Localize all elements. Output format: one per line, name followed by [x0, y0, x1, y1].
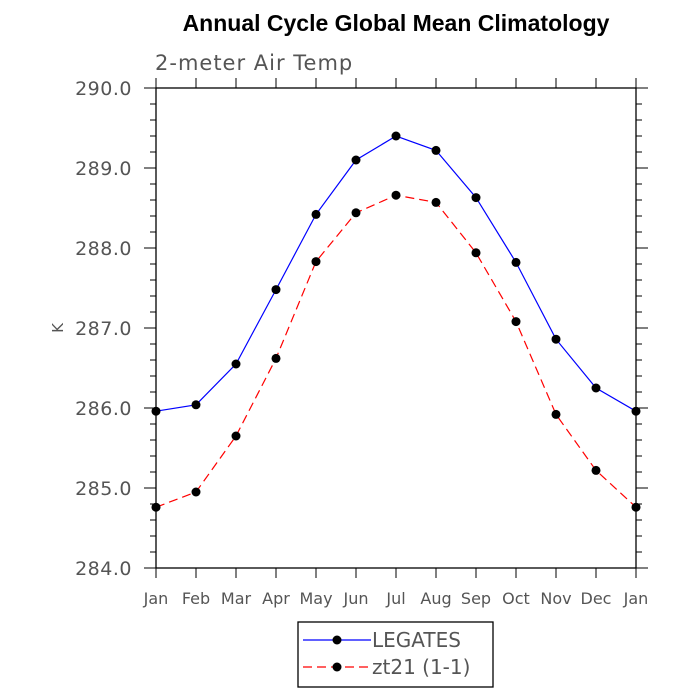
- legend-box: [297, 621, 494, 688]
- data-point: [591, 383, 601, 393]
- series-1: [151, 131, 641, 416]
- y-tick-label: 287.0: [75, 318, 132, 340]
- data-point: [271, 285, 281, 295]
- data-point: [511, 257, 521, 267]
- data-point: [191, 400, 201, 410]
- series-line: [155, 135, 637, 412]
- data-point: [471, 248, 481, 258]
- series-layer: [151, 131, 641, 512]
- y-tick-label: 288.0: [75, 238, 132, 260]
- data-point: [231, 359, 241, 369]
- data-point: [391, 190, 401, 200]
- data-point: [351, 155, 361, 165]
- chart-title: Annual Cycle Global Mean Climatology: [183, 10, 610, 36]
- data-point: [431, 145, 441, 155]
- data-point: [151, 406, 161, 416]
- x-tick-label: Oct: [502, 589, 530, 608]
- series-2: [151, 190, 641, 512]
- y-tick-labels: 284.0 285.0 286.0 287.0 288.0 289.0 290.0: [75, 78, 132, 580]
- legend-label: zt21 (1-1): [372, 655, 470, 679]
- data-point: [511, 317, 521, 327]
- data-point: [351, 208, 361, 218]
- data-point: [591, 465, 601, 475]
- x-tick-label: Jan: [623, 589, 649, 608]
- x-tick-label: Jun: [343, 589, 369, 608]
- x-tick-label: May: [299, 589, 332, 608]
- data-point: [311, 257, 321, 267]
- x-tick-label: Feb: [182, 589, 210, 608]
- y-tick-label: 290.0: [75, 78, 132, 100]
- x-tick-label: Apr: [262, 589, 290, 608]
- data-point: [391, 131, 401, 141]
- x-tick-label: Jul: [385, 589, 405, 608]
- legend-item: zt21 (1-1): [303, 655, 470, 679]
- data-point: [151, 502, 161, 512]
- y-axis-label: K: [49, 322, 67, 333]
- legend-item: LEGATES: [303, 628, 461, 652]
- x-tick-label: Dec: [581, 589, 612, 608]
- data-point: [191, 487, 201, 497]
- x-tick-label: Nov: [540, 589, 571, 608]
- y-tick-label: 285.0: [75, 478, 132, 500]
- data-point: [551, 409, 561, 419]
- x-tick-label: Mar: [221, 589, 252, 608]
- x-tick-labels: Jan Feb Mar Apr May Jun Jul Aug Sep Oct Nov Dec Jan: [143, 589, 649, 608]
- data-point: [271, 353, 281, 363]
- data-point: [471, 193, 481, 203]
- data-point: [631, 406, 641, 416]
- data-point: [431, 197, 441, 207]
- legend-items: LEGATES zt21 (1-1): [303, 628, 470, 679]
- legend-label: LEGATES: [372, 628, 461, 652]
- legend: LEGATES zt21 (1-1): [297, 621, 494, 688]
- chart-subtitle: 2-meter Air Temp: [155, 51, 353, 75]
- y-tick-label: 289.0: [75, 158, 132, 180]
- legend-swatch-marker: [332, 662, 342, 672]
- legend-swatch-marker: [332, 635, 342, 645]
- y-tick-label: 284.0: [75, 558, 132, 580]
- data-point: [311, 209, 321, 219]
- series-line: [155, 194, 637, 508]
- axis-ticks: [144, 78, 648, 578]
- x-tick-label: Sep: [461, 589, 491, 608]
- data-point: [551, 334, 561, 344]
- data-point: [231, 431, 241, 441]
- plot-frame: [155, 87, 637, 569]
- data-point: [631, 502, 641, 512]
- x-tick-label: Jan: [143, 589, 169, 608]
- x-tick-label: Aug: [420, 589, 451, 608]
- y-tick-label: 286.0: [75, 398, 132, 420]
